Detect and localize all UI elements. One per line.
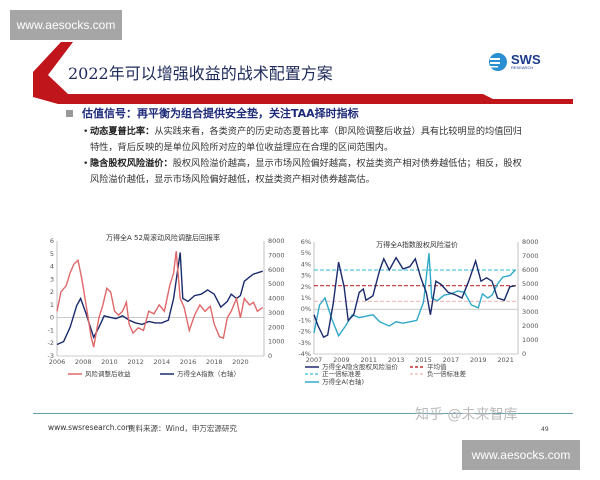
y-tick-label: 2% <box>301 283 311 291</box>
series-line: [object SVGGElement] <box>56 251 264 348</box>
x-tick-label: 2012 <box>127 358 144 366</box>
y-tick-label: 4 <box>50 263 54 271</box>
y2-tick-label: 4000 <box>522 294 539 302</box>
y-tick-label: -3% <box>298 339 311 347</box>
watermark-bottom: www.aesocks.com <box>462 440 580 470</box>
chart-1: 万得全A 52周滚动风险调整后回报率 -3 -2 -1 0 1 2 3 4 5 6 0 1000 2000… <box>48 233 285 378</box>
y2-tick-label: 6000 <box>522 266 539 274</box>
legend-label: 万得全A(右轴) <box>322 377 364 386</box>
bullet-erp: • 隐含股权风险溢价：股权风险溢价越高，显示市场风险偏好越高，权益类资产相对债券越… <box>83 158 522 185</box>
series-line: [object SVGGElement] <box>313 256 516 339</box>
footer-site: www.swsresearch.com <box>48 423 133 432</box>
bullet-sharpe: • 动态夏普比率：从实践来看，各类资产的历史动态夏普比率（即风险调整后收益）具有比… <box>83 126 522 153</box>
y2-tick-label: 7000 <box>268 251 285 259</box>
section-heading: 估值信号：再平衡为组合提供安全垫，关注TAA择时指标 <box>66 105 359 121</box>
y-tick-label: 5 <box>50 250 54 258</box>
y-tick-label: 1 <box>50 301 54 309</box>
bullet-text: 股权风险溢价越高，显示市场风险偏好越高，权益类资产相对债券越低估；相反，股权风险… <box>90 158 522 185</box>
slide-title: 2022年可以增强收益的战术配置方案 <box>68 64 333 83</box>
y-tick-label: 5% <box>301 249 311 257</box>
legend-label: 正一倍标准差 <box>322 369 362 378</box>
x-tick-label: 2018 <box>206 358 223 366</box>
chart-title: 万得全A指数股权风险溢价 <box>376 240 458 249</box>
y2-tick-label: 2000 <box>522 322 539 330</box>
legend-label: 万得全A指数（右轴） <box>177 369 240 378</box>
legend-label: 平均值 <box>427 362 447 371</box>
watermark-top: www.aesocks.com <box>10 10 122 40</box>
y2-tick-label: 0 <box>522 350 526 358</box>
x-tick-label: 2007 <box>306 356 323 364</box>
y-tick-label: -1 <box>48 326 54 334</box>
chart-2: 万得全A指数股权风险溢价 -4% -3% -2% -1% 0% 1% 2% 3% 4% 5% 6% 0 1… <box>298 238 538 386</box>
y2-tick-label: 0 <box>268 352 272 360</box>
x-tick-label: 2014 <box>154 358 171 366</box>
bullet-text: 从实践来看，各类资产的历史动态夏普比率（即风险调整后收益）具有比较明显的均值回归… <box>90 126 522 153</box>
y2-tick-label: 5000 <box>268 280 285 288</box>
y-tick-label: -4% <box>298 350 311 358</box>
x-tick-label: 2010 <box>101 358 118 366</box>
logo-name: SWS <box>511 52 541 67</box>
x-tick-label: 2020 <box>232 358 249 366</box>
x-tick-label: 2008 <box>75 358 92 366</box>
y-tick-label: 0% <box>301 305 311 313</box>
legend-label: 负一倍标准差 <box>427 369 467 378</box>
x-tick-label: 2011 <box>360 356 377 364</box>
y-tick-label: 6 <box>50 237 54 245</box>
sws-logo: SWS RESEARCH <box>488 52 541 72</box>
header-band <box>33 42 573 104</box>
y-tick-label: -2% <box>298 328 311 336</box>
y2-tick-label: 6000 <box>268 266 285 274</box>
x-tick-label: 2015 <box>415 356 432 364</box>
series-line: [object SVGGElement] <box>56 252 263 346</box>
y2-tick-label: 3000 <box>268 309 285 317</box>
page-number: 49 <box>541 426 549 433</box>
y-tick-label: 1% <box>301 294 311 302</box>
x-tick-label: 2006 <box>49 358 66 366</box>
legend-label: 万得全A隐含股权风险溢价 <box>322 362 398 371</box>
bullet-term: 隐含股权风险溢价： <box>90 158 173 169</box>
y2-tick-label: 7000 <box>522 252 539 260</box>
chart-title: 万得全A 52周滚动风险调整后回报率 <box>106 233 220 242</box>
y-tick-label: 4% <box>301 260 311 268</box>
y-tick-label: 0 <box>50 314 54 322</box>
y-tick-label: 3% <box>301 272 311 280</box>
y2-tick-label: 5000 <box>522 280 539 288</box>
logo-sub: RESEARCH <box>511 65 534 70</box>
footer-line <box>33 413 573 414</box>
x-tick-label: 2016 <box>180 358 197 366</box>
y2-tick-label: 1000 <box>268 338 285 346</box>
y-tick-label: 6% <box>301 238 311 246</box>
x-tick-label: 2021 <box>497 356 514 364</box>
y2-tick-label: 3000 <box>522 308 539 316</box>
series-line: [object SVGGElement] <box>313 253 516 338</box>
y2-tick-label: 2000 <box>268 323 285 331</box>
y-tick-label: -1% <box>298 316 311 324</box>
x-tick-label: 2019 <box>470 356 487 364</box>
legend-label: 风险调整后收益 <box>85 369 131 378</box>
sws-globe-icon <box>489 53 507 71</box>
square-bullet-icon <box>66 110 73 117</box>
y-tick-label: -2 <box>48 339 54 347</box>
y-tick-label: 2 <box>50 288 54 296</box>
x-tick-label: 2013 <box>388 356 405 364</box>
zhihu-watermark: 知乎 @未来智库 <box>415 407 518 423</box>
y-tick-label: -3 <box>48 352 54 360</box>
y2-tick-label: 1000 <box>522 336 539 344</box>
y2-tick-label: 8000 <box>268 237 285 245</box>
y-tick-label: 3 <box>50 275 54 283</box>
bullet-term: 动态夏普比率： <box>90 126 155 137</box>
heading-text: 估值信号：再平衡为组合提供安全垫，关注TAA择时指标 <box>82 107 359 120</box>
y2-tick-label: 4000 <box>268 295 285 303</box>
x-tick-label: 2009 <box>333 356 350 364</box>
x-tick-label: 2017 <box>443 356 460 364</box>
footer-source: 资料来源：Wind，申万宏源研究 <box>128 424 237 433</box>
y2-tick-label: 8000 <box>522 238 539 246</box>
